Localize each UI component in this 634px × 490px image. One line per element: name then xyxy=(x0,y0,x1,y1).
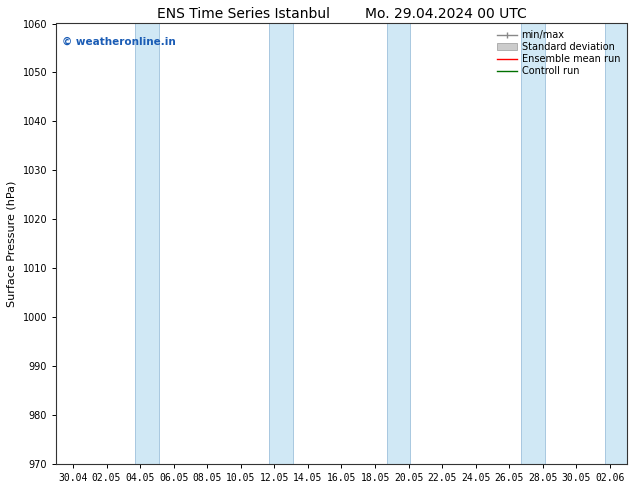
Bar xyxy=(521,24,545,464)
Bar xyxy=(605,24,627,464)
Text: © weatheronline.in: © weatheronline.in xyxy=(62,37,176,47)
Bar xyxy=(135,24,158,464)
Legend: min/max, Standard deviation, Ensemble mean run, Controll run: min/max, Standard deviation, Ensemble me… xyxy=(495,28,622,78)
Bar xyxy=(269,24,293,464)
Title: ENS Time Series Istanbul        Mo. 29.04.2024 00 UTC: ENS Time Series Istanbul Mo. 29.04.2024 … xyxy=(157,7,526,21)
Bar xyxy=(387,24,410,464)
Y-axis label: Surface Pressure (hPa): Surface Pressure (hPa) xyxy=(7,181,17,307)
